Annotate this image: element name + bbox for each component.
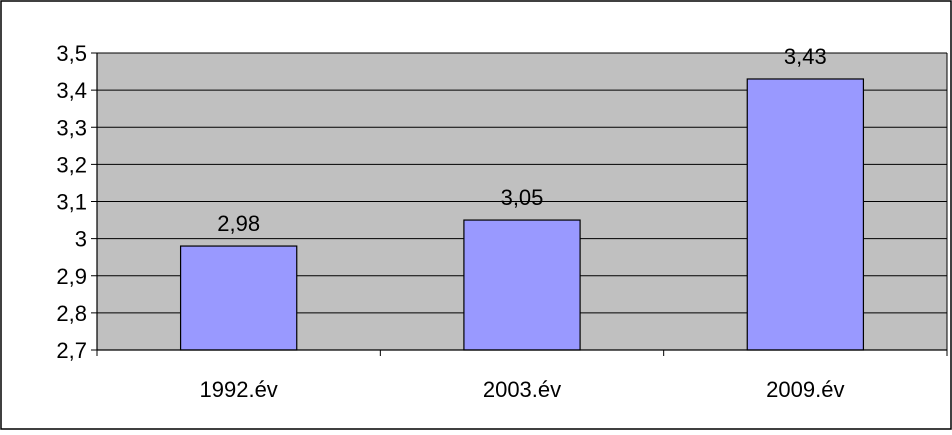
x-tick-label: 2003.év: [483, 377, 561, 402]
y-tick-label: 3: [75, 227, 87, 252]
x-tick-label: 2009.év: [766, 377, 844, 402]
axes: [91, 52, 948, 356]
y-tick-label: 3,2: [56, 152, 87, 177]
y-tick-label: 3,5: [56, 41, 87, 66]
bar: [746, 78, 865, 351]
y-tick-labels: 2,7 2,8 2,9 3 3,1 3,2 3,3 3,4 3,5: [56, 41, 87, 363]
bar: [463, 219, 581, 351]
data-label: 3,05: [501, 185, 544, 210]
data-label: 2,98: [217, 211, 260, 236]
y-tick-label: 2,8: [56, 301, 87, 326]
bars: [179, 78, 865, 351]
x-tick-label: 1992.év: [200, 377, 278, 402]
x-tick-labels: 1992.év 2003.év 2009.év: [200, 377, 845, 402]
y-tick-label: 3,1: [56, 190, 87, 215]
data-labels: 2,98 3,05 3,43: [217, 44, 826, 236]
y-tick-label: 3,3: [56, 115, 87, 140]
y-tick-label: 2,9: [56, 264, 87, 289]
data-label: 3,43: [784, 44, 827, 69]
y-tick-label: 3,4: [56, 78, 87, 103]
y-tick-label: 2,7: [56, 338, 87, 363]
bar: [179, 245, 298, 351]
